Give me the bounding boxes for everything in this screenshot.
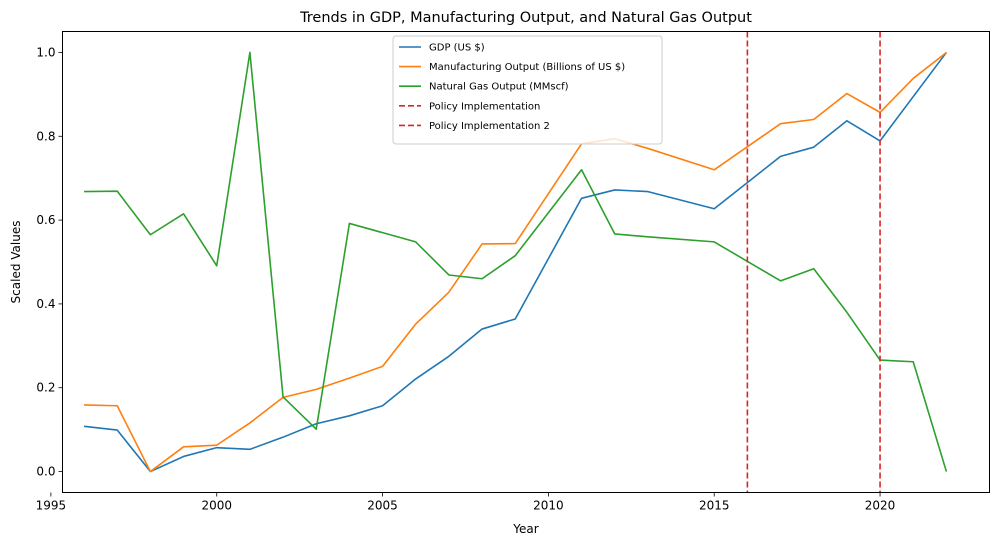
y-tick-label: 0.6 (36, 213, 55, 227)
legend: GDP (US $) Manufacturing Output (Billions… (392, 35, 663, 145)
x-axis-label: Year (512, 522, 538, 536)
chart-title: Trends in GDP, Manufacturing Output, and… (299, 10, 752, 26)
x-tick-label: 2015 (699, 499, 730, 513)
y-tick-label: 0.4 (36, 297, 55, 311)
y-tick-label: 0.8 (36, 129, 55, 143)
legend-label: Manufacturing Output (Billions of US $) (429, 62, 625, 73)
x-tick-label: 2020 (865, 499, 896, 513)
y-tick-label: 0.2 (36, 381, 55, 395)
axes: 1995 2000 2005 2010 2015 2020 0.0 0.2 0.4 0.6 0.8 1… (36, 45, 896, 512)
x-tick-label: 2010 (533, 499, 564, 513)
x-tick-label: 2005 (367, 499, 398, 513)
legend-label: Policy Implementation (429, 101, 540, 112)
plot-frame (62, 31, 990, 493)
y-tick-label: 0.0 (36, 465, 55, 479)
legend-label: Natural Gas Output (MMscf) (429, 82, 569, 93)
legend-box (392, 35, 663, 145)
x-tick-label: 1995 (36, 499, 67, 513)
legend-label: Policy Implementation 2 (429, 121, 550, 132)
y-tick-label: 1.0 (36, 45, 55, 59)
x-tick-label: 2000 (201, 499, 232, 513)
series-line-2 (84, 51, 947, 473)
y-axis-label: Scaled Values (9, 221, 23, 304)
plot-area (83, 31, 948, 493)
series-line-3 (84, 51, 948, 472)
series-line-1 (83, 51, 948, 473)
legend-label: GDP (US $) (429, 43, 485, 54)
